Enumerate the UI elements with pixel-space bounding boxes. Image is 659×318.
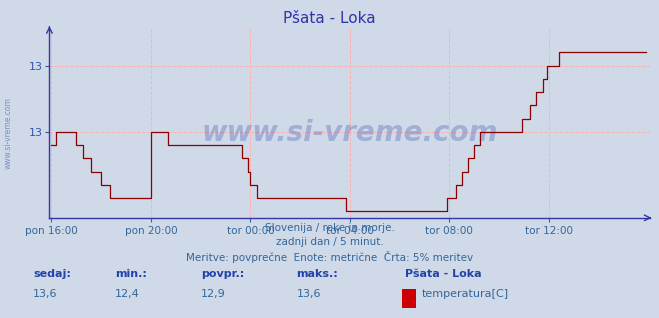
Text: maks.:: maks.: [297,269,338,279]
Text: 12,9: 12,9 [201,289,226,299]
Text: min.:: min.: [115,269,147,279]
Text: povpr.:: povpr.: [201,269,244,279]
Text: 13,6: 13,6 [33,289,57,299]
Text: Meritve: povprečne  Enote: metrične  Črta: 5% meritev: Meritve: povprečne Enote: metrične Črta:… [186,251,473,263]
Text: Pšata - Loka: Pšata - Loka [283,11,376,26]
Text: temperatura[C]: temperatura[C] [422,289,509,299]
Text: sedaj:: sedaj: [33,269,71,279]
Text: 13,6: 13,6 [297,289,321,299]
Text: Pšata - Loka: Pšata - Loka [405,269,482,279]
Text: zadnji dan / 5 minut.: zadnji dan / 5 minut. [275,237,384,247]
Text: Slovenija / reke in morje.: Slovenija / reke in morje. [264,223,395,232]
Text: www.si-vreme.com: www.si-vreme.com [4,98,13,169]
Text: www.si-vreme.com: www.si-vreme.com [202,119,498,147]
Text: 12,4: 12,4 [115,289,140,299]
